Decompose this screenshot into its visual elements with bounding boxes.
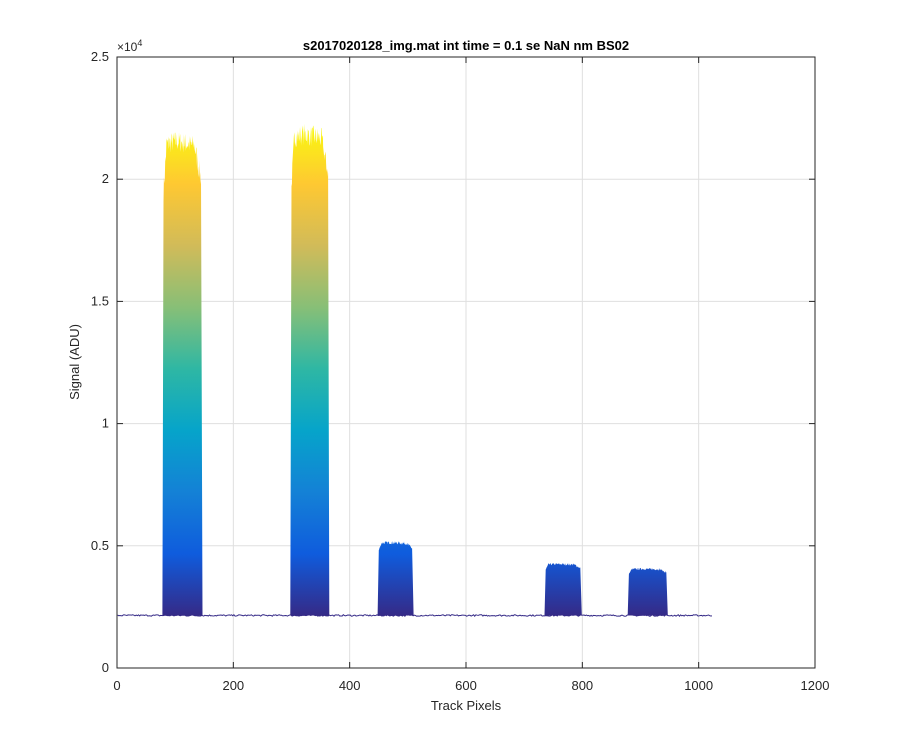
x-axis-label: Track Pixels: [431, 698, 502, 713]
x-tick-label: 0: [113, 678, 120, 693]
y-exponent-power: 4: [137, 38, 142, 48]
y-axis-label: Signal (ADU): [67, 324, 82, 400]
y-tick-label: 0.5: [91, 538, 109, 553]
peak-5: [627, 567, 668, 616]
baseline-line: [117, 613, 713, 617]
peak-4: [544, 563, 582, 616]
y-tick-label: 0: [102, 660, 109, 675]
x-tick-label: 1200: [801, 678, 830, 693]
x-tick-label: 600: [455, 678, 477, 693]
y-tick-label: 1: [102, 416, 109, 431]
y-exponent-label: ×104: [117, 38, 142, 54]
y-ticks: 0 0.5 1 1.5 2 2.5: [91, 49, 815, 675]
x-tick-label: 1000: [684, 678, 713, 693]
y-tick-label: 2: [102, 171, 109, 186]
x-tick-label: 400: [339, 678, 361, 693]
peak-3: [377, 541, 414, 616]
y-exponent-base: ×10: [117, 40, 138, 54]
chart-title: s2017020128_img.mat int time = 0.1 se Na…: [303, 38, 629, 53]
x-tick-label: 200: [222, 678, 244, 693]
signal-series: [117, 123, 713, 617]
peak-2: [290, 123, 330, 616]
peak-1: [162, 132, 203, 616]
x-tick-label: 800: [571, 678, 593, 693]
y-tick-label: 2.5: [91, 49, 109, 64]
y-tick-label: 1.5: [91, 293, 109, 308]
x-ticks: 0 200 400 600 800 1000 1200: [113, 57, 829, 693]
grid: [117, 57, 815, 668]
